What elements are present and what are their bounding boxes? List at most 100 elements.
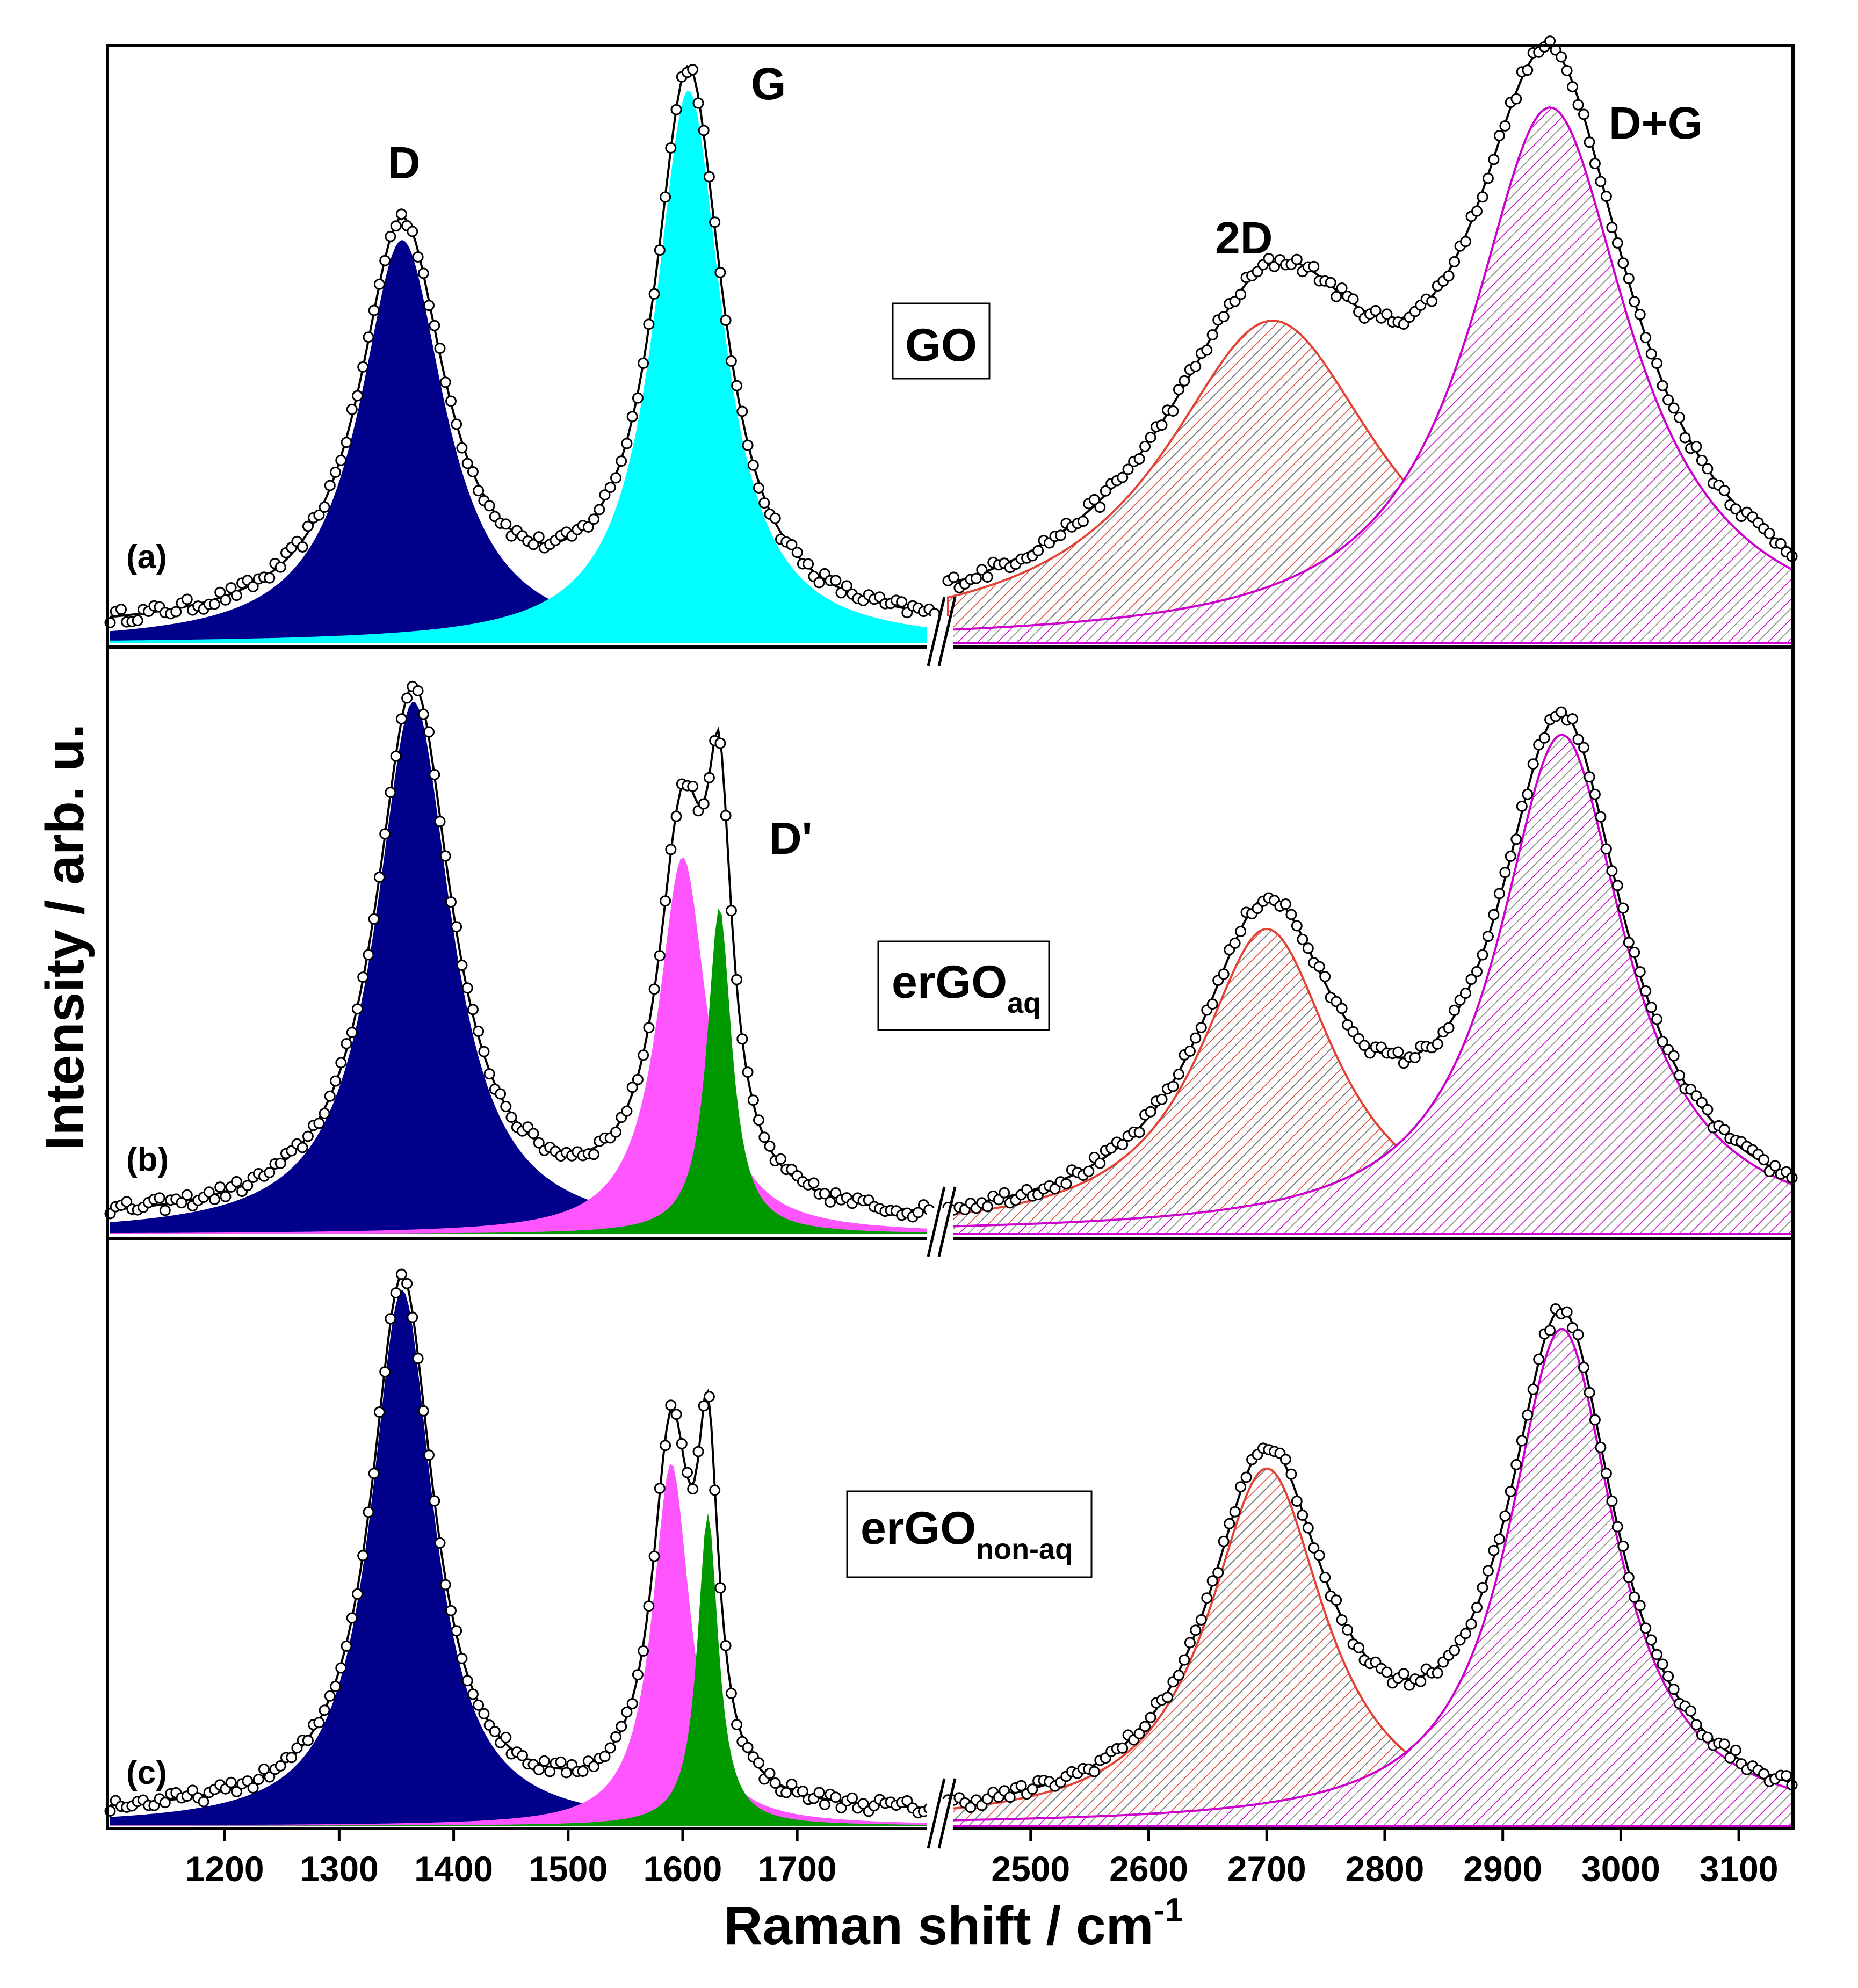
- data-point: [976, 564, 988, 576]
- data-point: [527, 1128, 539, 1140]
- peak-d-area-panel-1: [110, 240, 935, 643]
- data-point: [896, 596, 908, 608]
- data-point: [341, 437, 352, 448]
- data-point: [753, 1114, 764, 1126]
- data-point: [1522, 1409, 1534, 1421]
- x-tick-label-2700: 2700: [1227, 1849, 1306, 1889]
- data-point: [632, 1669, 644, 1681]
- data-point: [1634, 1600, 1646, 1612]
- data-point: [1629, 946, 1640, 958]
- data-point: [379, 255, 391, 266]
- data-point: [803, 558, 814, 570]
- data-point: [330, 1680, 342, 1692]
- peak-d-area-panel-3: [110, 1289, 935, 1826]
- data-point: [1702, 1731, 1714, 1743]
- data-point: [154, 1192, 165, 1204]
- data-point: [533, 531, 545, 543]
- data-point: [505, 1112, 517, 1123]
- data-point: [825, 1196, 836, 1208]
- data-point: [1218, 968, 1230, 980]
- data-point: [626, 411, 638, 423]
- data-point: [417, 708, 429, 720]
- data-point: [1657, 1658, 1668, 1670]
- data-point: [1482, 931, 1494, 942]
- peak-label-dprime: D': [769, 813, 813, 864]
- data-point: [429, 1495, 440, 1507]
- data-point: [1595, 1441, 1607, 1453]
- data-point: [395, 1268, 407, 1280]
- data-point: [1145, 1711, 1156, 1723]
- data-point: [1651, 358, 1663, 369]
- data-point: [764, 1140, 776, 1152]
- data-point: [1465, 974, 1477, 985]
- data-point: [720, 810, 732, 822]
- data-point: [346, 403, 358, 415]
- data-point: [1522, 788, 1534, 800]
- data-point: [1201, 344, 1213, 356]
- data-point: [621, 1105, 633, 1117]
- data-point: [429, 320, 440, 331]
- data-point: [1611, 237, 1623, 249]
- data-point: [324, 480, 336, 491]
- data-point: [176, 1197, 187, 1209]
- data-point: [274, 561, 286, 573]
- data-point: [1279, 898, 1291, 910]
- data-point: [1617, 1540, 1629, 1552]
- data-point: [434, 816, 446, 828]
- panel-1-series: [104, 35, 1798, 644]
- peak-d-area-panel-2: [110, 701, 935, 1234]
- data-point: [965, 1802, 977, 1813]
- data-point: [1162, 1692, 1173, 1703]
- sample-box-go: [892, 302, 991, 380]
- data-point: [588, 513, 599, 525]
- data-point: [758, 1131, 770, 1143]
- data-point: [1611, 1521, 1623, 1533]
- data-point: [1471, 966, 1483, 977]
- data-point: [1606, 222, 1618, 234]
- data-point: [1567, 713, 1578, 725]
- y-axis-title: Intensity / arb. u.: [35, 724, 95, 1151]
- data-point: [1477, 1581, 1488, 1593]
- data-point: [1471, 1601, 1483, 1613]
- data-point: [451, 1625, 462, 1637]
- data-point: [302, 520, 314, 532]
- data-point: [1718, 1124, 1730, 1135]
- data-point: [1206, 1575, 1218, 1587]
- data-point: [1133, 1728, 1145, 1739]
- data-point: [1505, 1485, 1516, 1497]
- data-point: [912, 1207, 924, 1218]
- data-point: [1342, 1624, 1354, 1636]
- data-point: [473, 485, 485, 497]
- data-point: [1493, 888, 1505, 899]
- x-axis-ticks: 1200 1300 1400 1500 1600 1700 2500 2600 2700 2800…: [185, 1829, 1779, 1889]
- data-point: [1567, 81, 1578, 93]
- data-point: [1224, 1518, 1235, 1529]
- data-point: [1122, 463, 1134, 475]
- data-point: [1538, 732, 1550, 744]
- data-point: [582, 521, 594, 533]
- data-point: [302, 1735, 314, 1746]
- data-point: [1229, 1506, 1241, 1518]
- data-point: [621, 1706, 633, 1718]
- data-point: [247, 1782, 259, 1794]
- data-point: [132, 614, 143, 626]
- data-point: [1595, 176, 1607, 187]
- data-point: [1460, 1628, 1471, 1639]
- data-point: [764, 1767, 776, 1779]
- data-point: [478, 1708, 490, 1719]
- data-point: [451, 921, 462, 933]
- data-point: [1212, 1567, 1224, 1578]
- data-point: [1358, 1040, 1370, 1051]
- data-point: [1004, 1791, 1016, 1803]
- data-point: [401, 1278, 413, 1289]
- data-point: [346, 1612, 358, 1624]
- axis-break-c1: [927, 1778, 946, 1849]
- data-point: [341, 1640, 352, 1652]
- data-point: [1510, 833, 1522, 845]
- data-point: [1718, 484, 1730, 496]
- sample-label-go: GO: [905, 320, 977, 371]
- data-point: [1623, 937, 1635, 948]
- data-point: [357, 971, 369, 983]
- data-point: [159, 1205, 171, 1216]
- data-point: [1117, 471, 1129, 483]
